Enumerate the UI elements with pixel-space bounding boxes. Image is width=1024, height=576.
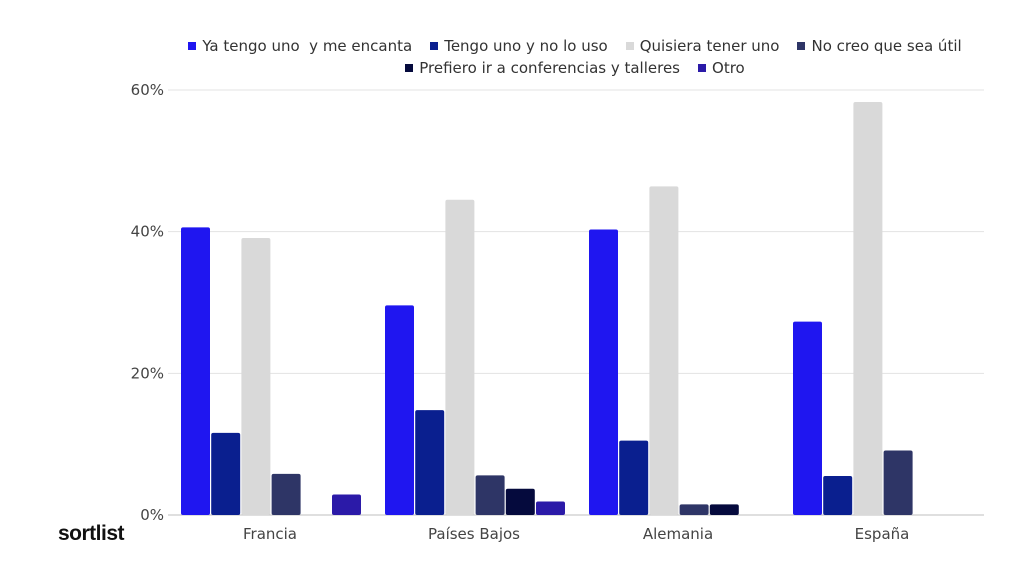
legend-swatch xyxy=(797,42,806,50)
y-tick-label: 60% xyxy=(131,81,164,99)
bar xyxy=(332,494,361,515)
bar xyxy=(619,440,649,515)
legend-item: Prefiero ir a conferencias y talleres xyxy=(405,58,680,78)
bar xyxy=(271,473,301,515)
bar xyxy=(649,186,679,516)
x-tick-label: Alemania xyxy=(643,525,713,543)
y-tick-label: 40% xyxy=(131,223,164,241)
legend-swatch xyxy=(625,42,634,50)
x-axis: Francia Países Bajos Alemania España xyxy=(243,525,909,543)
y-tick-label: 0% xyxy=(140,506,164,524)
bar xyxy=(415,410,445,515)
bar xyxy=(475,475,505,515)
bars xyxy=(181,102,913,516)
x-tick-label: Países Bajos xyxy=(428,525,520,543)
bar xyxy=(385,305,414,515)
legend-swatch xyxy=(430,42,439,50)
legend-label: Quisiera tener uno xyxy=(639,37,780,55)
legend-item: Quisiera tener uno xyxy=(625,36,780,56)
x-tick-label: Francia xyxy=(243,525,297,543)
bar xyxy=(445,199,475,515)
legend-swatch xyxy=(188,42,197,50)
bar xyxy=(853,102,883,516)
bar xyxy=(211,432,241,515)
legend-item: Otro xyxy=(698,58,745,78)
legend-item: Tengo uno y no lo uso xyxy=(430,36,608,56)
bar xyxy=(241,238,271,515)
bar xyxy=(793,321,822,515)
legend-label: No creo que sea útil xyxy=(811,37,962,55)
legend-row-2: Prefiero ir a conferencias y talleres Ot… xyxy=(0,58,1024,78)
legend-swatch xyxy=(698,64,707,72)
bar xyxy=(883,450,913,515)
bar xyxy=(181,227,210,515)
legend-label: Tengo uno y no lo uso xyxy=(444,37,608,55)
bar xyxy=(589,229,618,515)
y-axis: 0% 20% 40% 60% xyxy=(131,81,164,524)
bar xyxy=(679,504,709,515)
legend-label: Prefiero ir a conferencias y talleres xyxy=(419,59,681,77)
legend-swatch xyxy=(405,64,414,72)
legend-label: Otro xyxy=(712,59,745,77)
sortlist-logo: sortlist xyxy=(58,522,125,545)
y-tick-label: 20% xyxy=(131,364,164,382)
chart-legend: Ya tengo uno y me encanta Tengo uno y no… xyxy=(0,36,1024,80)
x-tick-label: España xyxy=(855,525,910,543)
bar xyxy=(709,504,739,515)
bar xyxy=(823,476,853,515)
legend-item: Ya tengo uno y me encanta xyxy=(188,36,412,56)
bar xyxy=(505,488,535,515)
bar xyxy=(536,501,565,515)
legend-label: Ya tengo uno y me encanta xyxy=(202,37,413,55)
legend-row-1: Ya tengo uno y me encanta Tengo uno y no… xyxy=(0,36,1024,56)
legend-item: No creo que sea útil xyxy=(797,36,962,56)
